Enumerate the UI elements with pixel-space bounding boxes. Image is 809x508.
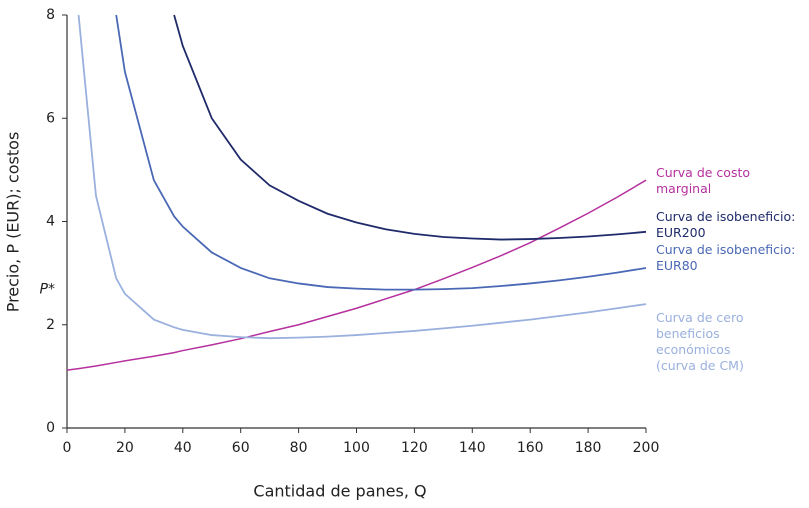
legend-label: Curva de cero beneficios económicos (cur… [656, 310, 744, 373]
series-line [173, 14, 647, 241]
x-tick-label: 20 [116, 440, 134, 456]
x-tick-label: 160 [517, 440, 544, 456]
series-line [66, 179, 647, 371]
annotation: P* [40, 282, 55, 298]
legend-label: Curva de costo marginal [656, 165, 751, 196]
x-tick-label: 200 [633, 440, 660, 456]
legend-label: Curva de isobeneficio: EUR200 [656, 209, 796, 240]
x-tick-label: 100 [343, 440, 370, 456]
y-axis-title: Precio, P (EUR); costos [4, 132, 23, 313]
x-tick-label: 120 [401, 440, 428, 456]
x-tick-label: 60 [232, 440, 250, 456]
series-line [115, 14, 647, 291]
y-tick-label: 0 [46, 420, 55, 436]
legend-label: Curva de isobeneficio: EUR80 [656, 242, 796, 273]
x-tick-label: 0 [63, 440, 72, 456]
x-tick-label: 140 [459, 440, 486, 456]
x-axis-title: Cantidad de panes, Q [253, 482, 426, 501]
y-tick-label: 4 [46, 214, 55, 230]
x-tick-label: 80 [290, 440, 308, 456]
y-tick-label: 6 [46, 110, 55, 126]
x-tick-label: 180 [575, 440, 602, 456]
x-tick-label: 40 [174, 440, 192, 456]
y-tick-label: 8 [46, 7, 55, 23]
y-tick-label: 2 [46, 317, 55, 333]
series-line [77, 14, 647, 340]
